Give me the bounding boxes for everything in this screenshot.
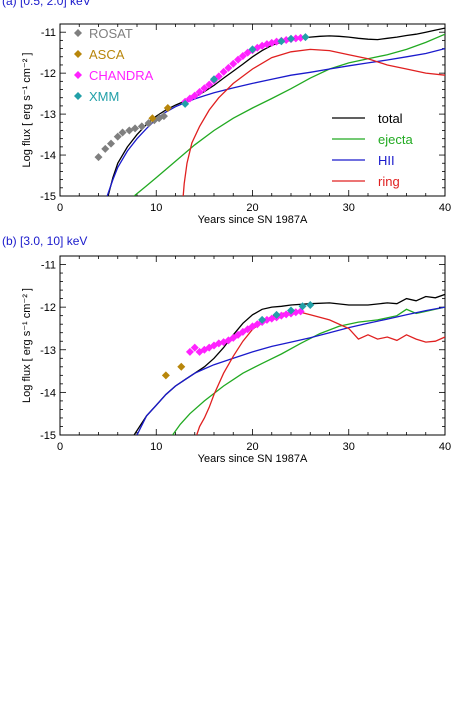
panel-a-point-chandra [291, 34, 300, 43]
panel-a-point-rosat [101, 144, 110, 153]
panel-a-x-axis-label: Years since SN 1987A [198, 214, 308, 226]
panel-b-point-xmm [298, 302, 307, 311]
panel-a-point-chandra [200, 84, 209, 93]
panel-b-x-axis-label: Years since SN 1987A [198, 453, 308, 465]
panel-a-point-rosat [118, 128, 127, 137]
legend-line-label-total: total [378, 111, 403, 126]
panel-a-x-tick-label: 20 [246, 202, 258, 214]
panel-a-point-rosat [94, 153, 103, 162]
panel-b-point-asca [161, 371, 170, 380]
panel-b-series-ejecta-line [172, 306, 445, 435]
panel-a-point-rosat [113, 132, 122, 141]
panel-a-point-chandra [195, 87, 204, 96]
panel-a-point-chandra [205, 80, 214, 89]
panel-a-point-xmm [301, 33, 310, 42]
panel-a-point-chandra [234, 55, 243, 64]
legend-marker-asca [74, 50, 82, 58]
panel-b-x-tick-label: 10 [150, 441, 162, 453]
panel-a-point-xmm [287, 34, 295, 43]
panel-b-point-xmm [258, 315, 267, 324]
panel-a-point-rosat [107, 139, 116, 148]
panel-b-y-tick-label: -14 [40, 387, 56, 399]
panel-a-x-tick-label: 40 [439, 202, 451, 214]
panel-a-y-tick-label: -11 [41, 27, 56, 39]
panel-b-x-tick-label: 20 [246, 441, 258, 453]
panel-b-y-axis-label: Log flux [ erg s⁻¹ cm⁻² ] [21, 288, 33, 403]
panel-a-y-tick-label: -12 [40, 68, 56, 80]
panel-a-x-tick-label: 0 [57, 202, 63, 214]
panel-a-y-tick-label: -14 [40, 150, 56, 162]
legend-marker-chandra [74, 71, 82, 79]
panel-b-point-chandra [190, 343, 199, 352]
panel-a-point-xmm [248, 45, 257, 54]
panel-a-point-xmm [181, 99, 190, 108]
panel-a-point-chandra [229, 59, 238, 68]
legend-line-label-ring: ring [378, 174, 400, 189]
legend-label-rosat: ROSAT [89, 26, 133, 41]
panel-a-y-tick-label: -13 [40, 109, 56, 121]
panel-a-label: (a) [0.5, 2.0] keV [2, 0, 91, 8]
panel-b-series-ring-line [196, 311, 445, 435]
panel-a-point-asca [148, 114, 157, 123]
panel-b-y-tick-label: -15 [40, 430, 56, 442]
panel-b-x-tick-label: 30 [343, 441, 355, 453]
panel-b-y-tick-label: -11 [41, 260, 56, 272]
panel-b-series-hii-line [136, 306, 445, 435]
panel-b-point-xmm [306, 301, 315, 310]
legend-marker-rosat [74, 29, 82, 37]
panel-a-point-rosat [131, 124, 140, 133]
panel-a-point-chandra [190, 91, 199, 100]
panel-b-y-tick-label: -12 [40, 302, 56, 314]
legend-label-asca: ASCA [89, 47, 125, 62]
panel-b-frame [59, 255, 446, 436]
panel-a-point-chandra [219, 67, 228, 76]
panel-a-point-rosat [137, 122, 146, 131]
panel-a-point-rosat [159, 112, 168, 121]
panel-b-point-xmm [272, 310, 281, 319]
legend-line-label-ejecta: ejecta [378, 132, 413, 147]
panel-b-y-tick-label: -13 [40, 345, 56, 357]
panel-b-point-chandra [185, 347, 194, 356]
panel-b-point-xmm [287, 306, 295, 315]
panel-a-point-xmm [277, 37, 286, 46]
panel-a-y-axis-label: Log flux [ erg s⁻¹ cm⁻² ] [21, 53, 33, 168]
legend-label-xmm: XMM [89, 89, 119, 104]
panel-b-x-tick-label: 40 [439, 441, 451, 453]
panel-a-point-asca [163, 103, 172, 112]
panel-a-point-chandra [238, 51, 247, 60]
panel-a-series-ejecta-line [133, 33, 445, 196]
panel-a-point-chandra [224, 63, 233, 72]
panel-a-series-ring-line [182, 48, 445, 196]
panel-b-label: (b) [3.0, 10] keV [2, 234, 88, 248]
panel-b-x-tick-label: 0 [57, 441, 63, 453]
legend-label-chandra: CHANDRA [89, 68, 154, 83]
panel-a-y-tick-label: -15 [40, 191, 56, 203]
panel-a-point-xmm [210, 75, 218, 84]
legend-line-label-hii: HII [378, 153, 395, 168]
panel-a-point-rosat [144, 119, 153, 128]
panel-a-x-tick-label: 10 [150, 202, 162, 214]
legend-marker-xmm [74, 92, 82, 100]
panel-b-point-asca [177, 362, 186, 371]
panel-a-series-hii-line [106, 47, 445, 196]
panel-a-x-tick-label: 30 [343, 202, 355, 214]
